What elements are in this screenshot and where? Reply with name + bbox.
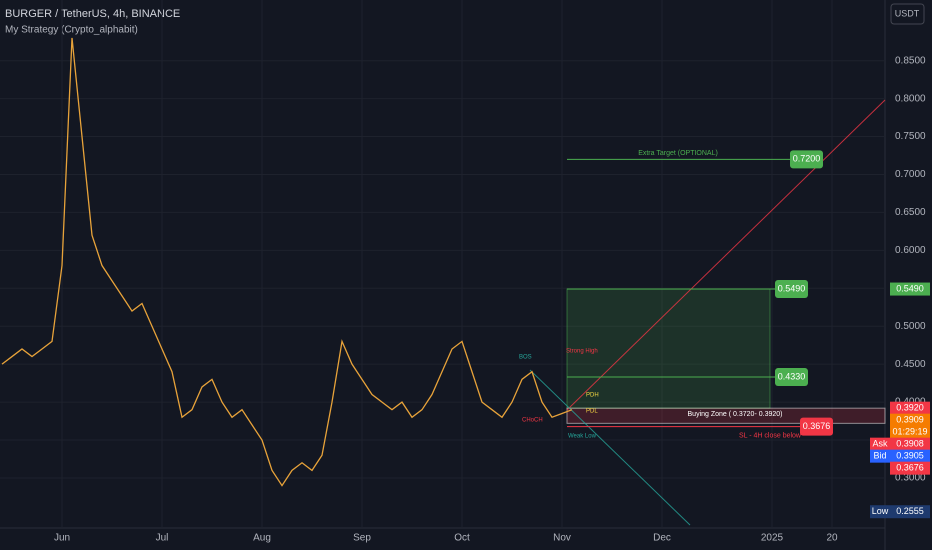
structure-label: PDH — [586, 393, 599, 399]
price-tag-label: Bid — [873, 451, 886, 461]
price-badge-label: 0.3920 — [896, 403, 924, 413]
price-badge-label: 0.3909 — [896, 415, 924, 425]
y-tick-label: 0.7000 — [895, 169, 926, 180]
price-badge — [890, 505, 930, 519]
trend-line — [529, 369, 691, 526]
price-badge-label: 0.3905 — [896, 451, 924, 461]
level-badge — [800, 417, 833, 436]
level-label: 0.7200 — [793, 154, 821, 164]
y-tick-label: 0.3000 — [895, 473, 926, 484]
y-tick-label: 0.6500 — [895, 207, 926, 218]
level-badge — [775, 368, 808, 387]
x-tick-label: 2025 — [761, 533, 784, 544]
y-tick-label: 0.8000 — [895, 93, 926, 104]
x-tick-label: Nov — [553, 533, 571, 544]
structure-label: BOS — [519, 355, 532, 361]
x-tick-label: Jul — [156, 533, 169, 544]
level-label: 0.3676 — [803, 421, 831, 431]
zone-label: Buying Zone ( 0.3720- 0.3920) — [688, 411, 783, 418]
price-badge — [890, 282, 930, 296]
price-tag — [870, 449, 890, 463]
x-tick-label: Sep — [353, 533, 371, 544]
level-text: SL - 4H close below — [739, 433, 802, 440]
x-tick-label: Jun — [54, 533, 70, 544]
structure-label: Weak Low — [568, 434, 597, 440]
price-tag-label: Ask — [872, 439, 888, 449]
strategy-name: My Strategy (Crypto_alphabit) — [5, 25, 138, 36]
price-badge-label: 0.2555 — [896, 506, 924, 516]
price-badge — [890, 413, 930, 439]
level-badge — [775, 280, 808, 299]
currency[interactable]: USDT — [895, 8, 920, 18]
x-tick-label: 20 — [826, 533, 838, 544]
y-tick-label: 0.5000 — [895, 321, 926, 332]
level-text: Extra Target (OPTIONAL) — [638, 150, 718, 157]
target-box — [566, 288, 771, 409]
trend-line — [566, 99, 886, 411]
price-tag — [870, 437, 890, 451]
y-tick-label: 0.6000 — [895, 245, 926, 256]
x-tick-label: Aug — [253, 533, 271, 544]
structure-label: Strong High — [566, 349, 598, 355]
y-tick-label: 0.8500 — [895, 55, 926, 66]
price-badge-label: 0.3908 — [896, 439, 924, 449]
y-tick-label: 0.7500 — [895, 131, 926, 142]
structure-label: PDL — [586, 409, 598, 415]
chart-title: BURGER / TetherUS, 4h, BINANCE — [5, 8, 180, 20]
price-badge-label: 0.3676 — [896, 463, 924, 473]
currency-button[interactable] — [890, 3, 925, 25]
price-badge — [890, 437, 930, 451]
structure-label: CHoCH — [522, 418, 543, 424]
x-tick-label: Oct — [454, 533, 470, 544]
price-badge — [890, 449, 930, 463]
countdown: 01:29:19 — [892, 427, 927, 437]
level-badge — [790, 150, 823, 169]
price-tag-label: Low — [872, 506, 889, 516]
level-label: 0.5490 — [778, 283, 806, 293]
price-tag — [870, 505, 890, 519]
price-badge — [890, 401, 930, 415]
y-tick-label: 0.4500 — [895, 359, 926, 370]
x-tick-label: Dec — [653, 533, 671, 544]
price-badge-label: 0.5490 — [896, 283, 924, 293]
price-badge — [890, 461, 930, 475]
price-line — [1, 37, 573, 487]
level-label: 0.4330 — [778, 371, 806, 381]
